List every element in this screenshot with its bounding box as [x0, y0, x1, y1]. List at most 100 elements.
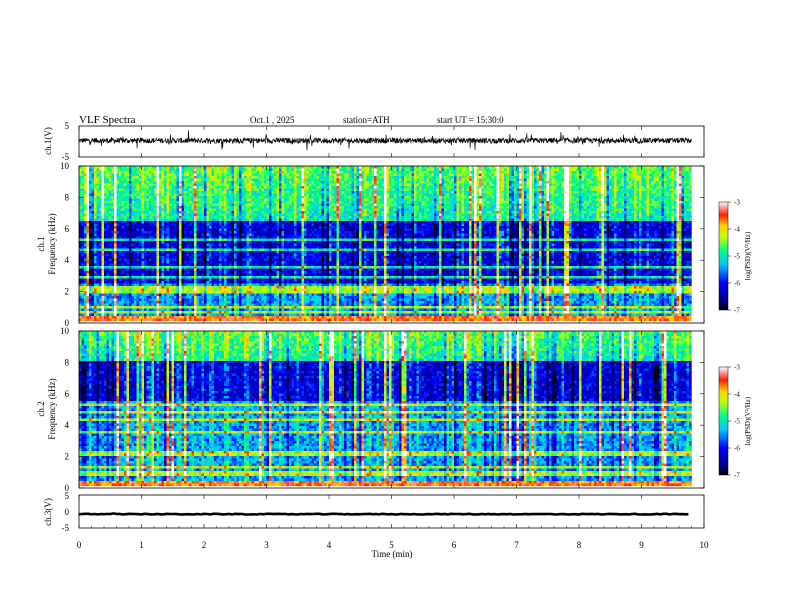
spectrogram-cell	[551, 178, 555, 182]
spectrogram-cell	[266, 166, 270, 169]
spectrogram-cell	[244, 213, 247, 217]
spectrogram-cell	[429, 211, 432, 214]
spectrogram-cell	[141, 186, 145, 189]
spectrogram-cell	[256, 173, 260, 177]
spectrogram-cell	[326, 171, 330, 174]
spectrogram-cell	[171, 188, 175, 192]
spectrogram-cell	[281, 201, 285, 204]
spectrogram-cell	[509, 188, 512, 192]
spectrogram-cell	[86, 203, 90, 207]
spectrogram-cell	[491, 213, 495, 217]
spectrogram-cell	[436, 186, 440, 189]
spectrogram-cell	[541, 176, 545, 179]
spectrogram-cell	[346, 208, 350, 212]
spectrogram-cell	[101, 168, 105, 172]
spectrogram-cell	[659, 193, 662, 197]
spectrogram-cell	[341, 191, 345, 194]
spectrogram-cell	[251, 206, 255, 209]
spectrogram-cell	[304, 183, 307, 187]
spectrogram-cell	[291, 186, 295, 189]
spectrogram-cell	[419, 173, 422, 177]
spectrogram-cell	[614, 186, 617, 189]
spectrogram-cell	[109, 208, 112, 212]
spectrogram-cell	[239, 188, 242, 192]
spectrogram-cell	[84, 198, 87, 202]
spectrogram-cell	[466, 176, 470, 179]
spectrogram-cell	[564, 171, 567, 174]
spectrogram-cell	[421, 191, 425, 194]
spectrogram-cell	[639, 183, 642, 187]
spectrogram-cell	[501, 211, 505, 214]
spectrogram-cell	[91, 196, 95, 199]
spectrogram-cell	[344, 176, 347, 179]
spectrogram-cell	[589, 211, 592, 214]
spectrogram-cell	[194, 176, 197, 179]
spectrogram-cell	[374, 186, 377, 189]
spectrogram-cell	[331, 203, 335, 207]
spectrogram-cell	[441, 211, 445, 214]
spectrogram-cell	[344, 206, 347, 209]
spectrogram-cell	[441, 181, 445, 184]
spectrogram-cell	[86, 216, 90, 219]
spectrogram-cell	[124, 201, 127, 204]
spectrogram-cell	[136, 196, 140, 199]
spectrogram-cell	[469, 208, 472, 212]
ch1-waveform-line	[78, 130, 692, 151]
spectrogram-cell	[134, 193, 137, 197]
spectrogram-cell	[299, 201, 302, 204]
spectrogram-cell	[381, 168, 385, 172]
spectrogram-cell	[361, 173, 365, 177]
spectrogram-cell	[264, 173, 267, 177]
spectrogram-cell	[689, 186, 692, 189]
spectrogram-cell	[179, 166, 182, 169]
spectrogram-cell	[144, 176, 147, 179]
spectrogram-cell	[81, 186, 85, 189]
spectrogram-cell	[124, 196, 127, 199]
spectrogram-cell	[561, 201, 565, 204]
spectrogram-cell	[601, 208, 605, 212]
spectrogram-cell	[436, 183, 440, 187]
spectrogram-cell	[616, 178, 620, 182]
spectrogram-cell	[101, 196, 105, 199]
spectrogram-cell	[359, 201, 362, 204]
spectrogram-cell	[191, 186, 195, 189]
spectrogram-cell	[279, 193, 282, 197]
spectrogram-cell	[391, 183, 395, 187]
spectrogram-cell	[141, 171, 145, 174]
spectrogram-cell	[399, 193, 402, 197]
spectrogram-cell	[656, 173, 660, 177]
spectrogram-cell	[356, 193, 360, 197]
spectrogram-cell	[451, 168, 455, 172]
spectrogram-cell	[664, 213, 667, 217]
spectrogram-cell	[201, 173, 205, 177]
spectrogram-cell	[604, 213, 607, 217]
spectrogram-cell	[244, 196, 247, 199]
spectrogram-cell	[349, 213, 352, 217]
spectrogram-cell	[631, 201, 635, 204]
spectrogram-cell	[664, 186, 667, 189]
spectrogram-cell	[391, 171, 395, 174]
spectrogram-cell	[411, 206, 415, 209]
spectrogram-cell	[596, 211, 600, 214]
spectrogram-cell	[489, 188, 492, 192]
spectrogram-cell	[274, 183, 277, 187]
spectrogram-cell	[444, 203, 447, 207]
spectrogram-cell	[244, 183, 247, 187]
spectrogram-cell	[299, 171, 302, 174]
spectrogram-cell	[654, 208, 657, 212]
spectrogram-cell	[561, 206, 565, 209]
spectrogram-cell	[111, 191, 115, 194]
spectrogram-cell	[194, 193, 197, 197]
spectrogram-cell	[586, 198, 590, 202]
spectrogram-cell	[81, 203, 85, 207]
spectrogram-cell	[196, 183, 200, 187]
spectrogram-cell	[266, 191, 270, 194]
spectrogram-cell	[396, 196, 400, 199]
spectrogram-cell	[166, 208, 170, 212]
spectrogram-cell	[279, 196, 282, 199]
spectrogram-cell	[226, 203, 230, 207]
spectrogram-cell	[234, 198, 237, 202]
spectrogram-cell	[224, 188, 227, 192]
spectrogram-cell	[306, 166, 310, 169]
spectrogram-cell	[194, 181, 197, 184]
